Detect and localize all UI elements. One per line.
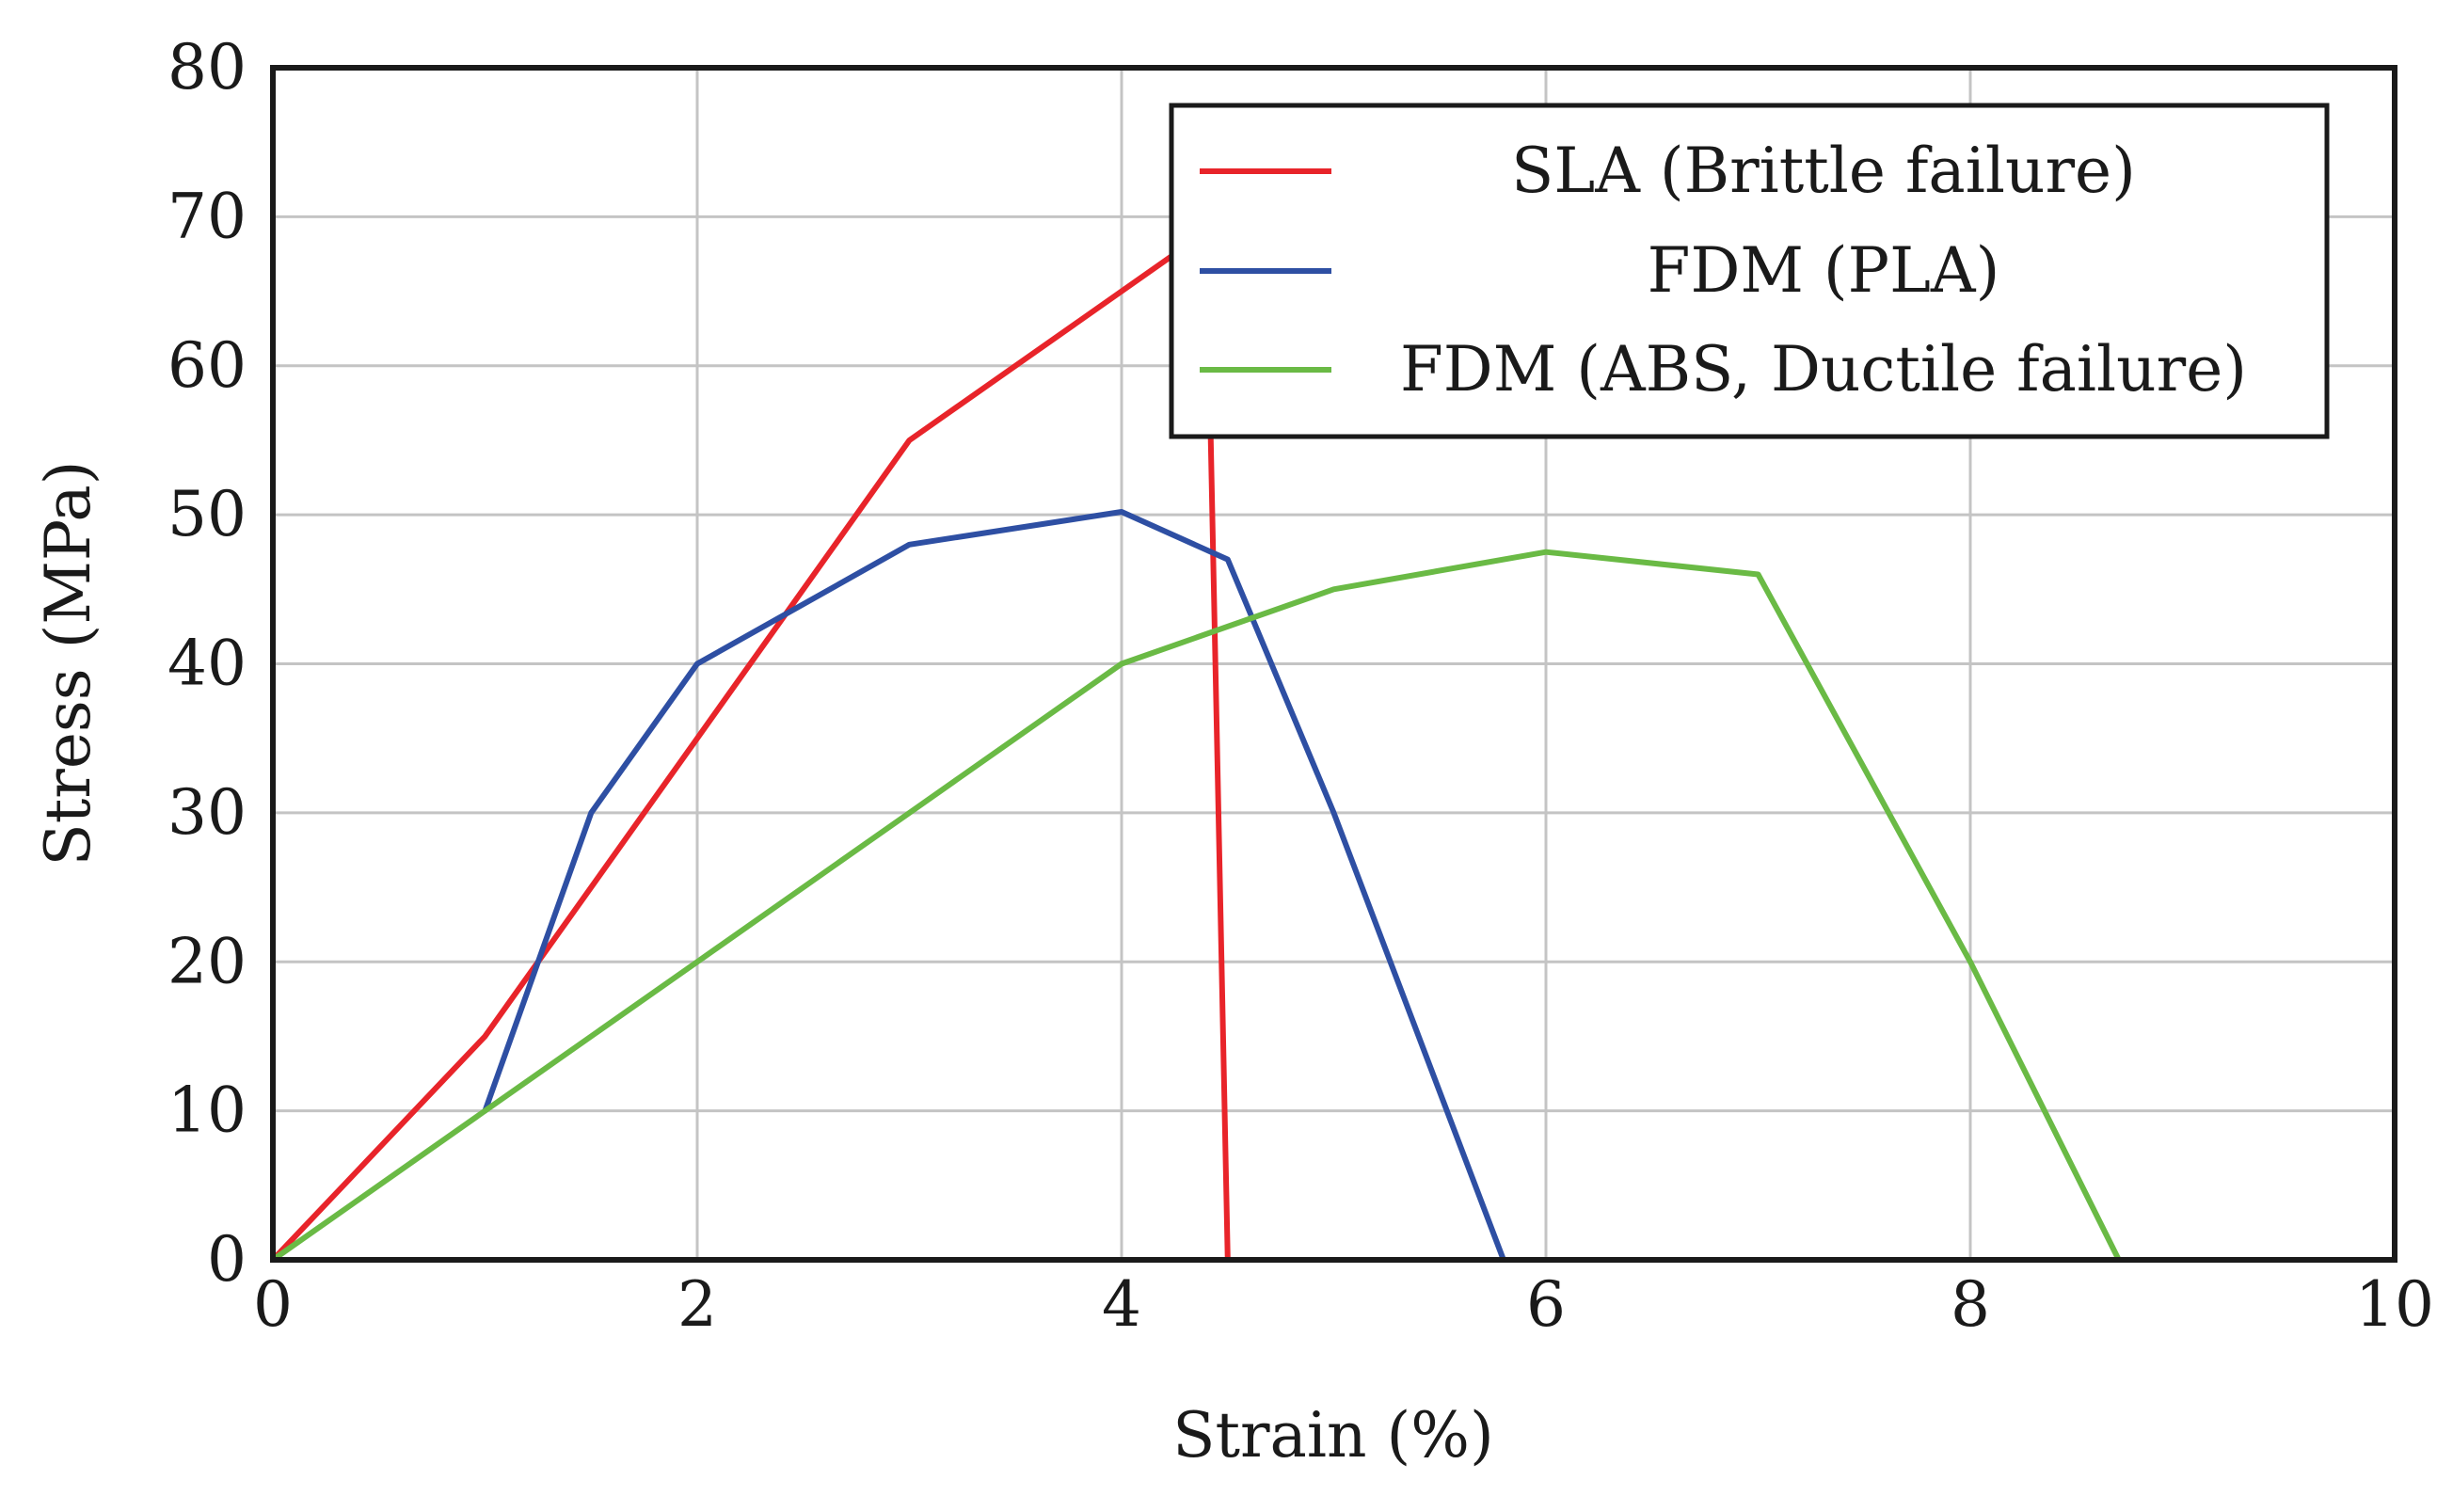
series-line-1 — [270, 229, 1231, 1263]
legend-box — [1169, 103, 2330, 439]
y-tick-label: 60 — [167, 329, 247, 402]
y-axis-title: Stress (MPa) — [32, 461, 104, 867]
x-tick-label: 8 — [1951, 1268, 1990, 1341]
x-tick-label: 2 — [677, 1268, 717, 1341]
tick-layer: 0 2 4 6 8 10 0 10 20 30 40 50 60 70 80 — [167, 31, 2434, 1341]
x-tick-label: 0 — [253, 1268, 293, 1341]
legend-entries: SLA (Brittle failure) FDM (PLA) FDM (ABS, … — [1200, 135, 2247, 406]
y-tick-label: 30 — [167, 776, 247, 849]
x-tick-label: 10 — [2355, 1268, 2434, 1341]
y-tick-label: 10 — [167, 1074, 247, 1147]
y-tick-label: 80 — [167, 31, 247, 103]
y-tick-label: 0 — [207, 1223, 247, 1296]
x-tick-label: 4 — [1102, 1268, 1141, 1341]
legend-label-1: SLA (Brittle failure) — [1511, 135, 2136, 207]
legend: SLA (Brittle failure) FDM (PLA) FDM (ABS, … — [1169, 103, 2330, 439]
plot-frame — [270, 65, 2397, 1263]
y-tick-label: 70 — [167, 180, 247, 252]
legend-label-3: FDM (ABS, Ductile failure) — [1400, 333, 2247, 406]
x-tick-label: 6 — [1526, 1268, 1566, 1341]
y-tick-label: 20 — [167, 925, 247, 997]
y-tick-label: 40 — [167, 628, 247, 700]
legend-label-2: FDM (PLA) — [1648, 234, 2000, 307]
y-tick-label: 50 — [167, 478, 247, 550]
series-line-2 — [482, 509, 1506, 1263]
series-line-3 — [270, 549, 2122, 1263]
x-axis-title: Strain (%) — [1172, 1399, 1493, 1472]
